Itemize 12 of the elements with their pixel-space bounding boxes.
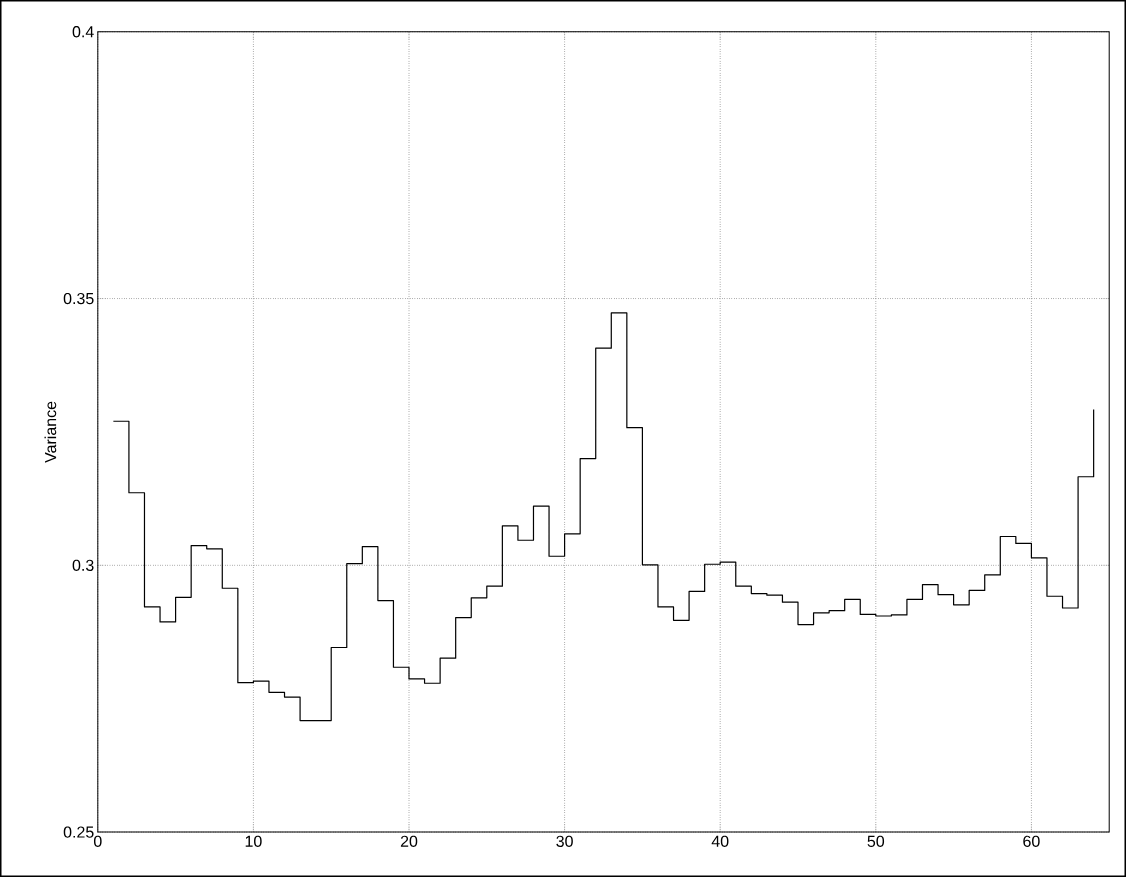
y-tick-label: 0.4 xyxy=(72,26,94,38)
x-tick-label: 30 xyxy=(556,835,573,848)
x-tick-label: 50 xyxy=(867,835,885,848)
y-axis-title: Variance xyxy=(44,401,57,463)
x-tick-label: 40 xyxy=(711,835,729,848)
x-tick-label: 0 xyxy=(93,835,102,848)
x-tick-label: 20 xyxy=(400,835,418,848)
y-tick-label: 0.35 xyxy=(63,292,94,305)
x-tick-label: 60 xyxy=(1023,835,1040,848)
y-tick-label: 0.3 xyxy=(72,559,94,572)
y-tick-label: 0.25 xyxy=(63,826,94,838)
x-tick-label: 10 xyxy=(245,835,262,848)
